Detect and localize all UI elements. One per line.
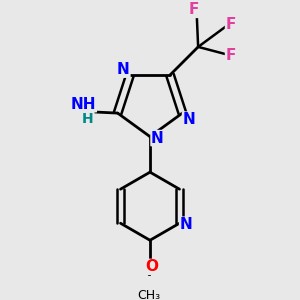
Text: H: H (82, 112, 94, 126)
Text: N: N (180, 217, 192, 232)
Text: CH₃: CH₃ (137, 289, 160, 300)
Text: NH: NH (71, 97, 96, 112)
Text: N: N (117, 62, 130, 77)
Text: O: O (145, 260, 158, 274)
Text: F: F (188, 2, 199, 17)
Text: N: N (182, 112, 195, 127)
Text: F: F (226, 48, 236, 63)
Text: N: N (151, 130, 164, 146)
Text: F: F (226, 17, 236, 32)
